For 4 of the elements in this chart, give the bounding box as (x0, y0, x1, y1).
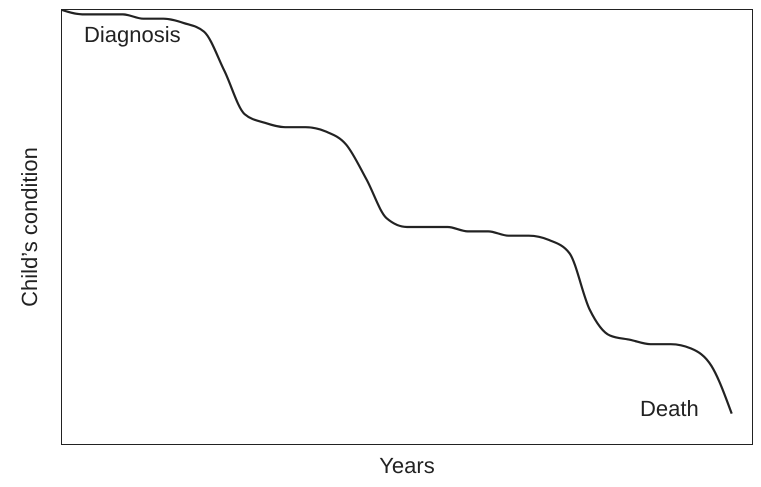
annotation: Diagnosis (84, 22, 181, 48)
y-axis-title: Child’s condition (17, 147, 43, 307)
x-axis-title: Years (378, 453, 436, 479)
annotation: Death (640, 396, 699, 422)
